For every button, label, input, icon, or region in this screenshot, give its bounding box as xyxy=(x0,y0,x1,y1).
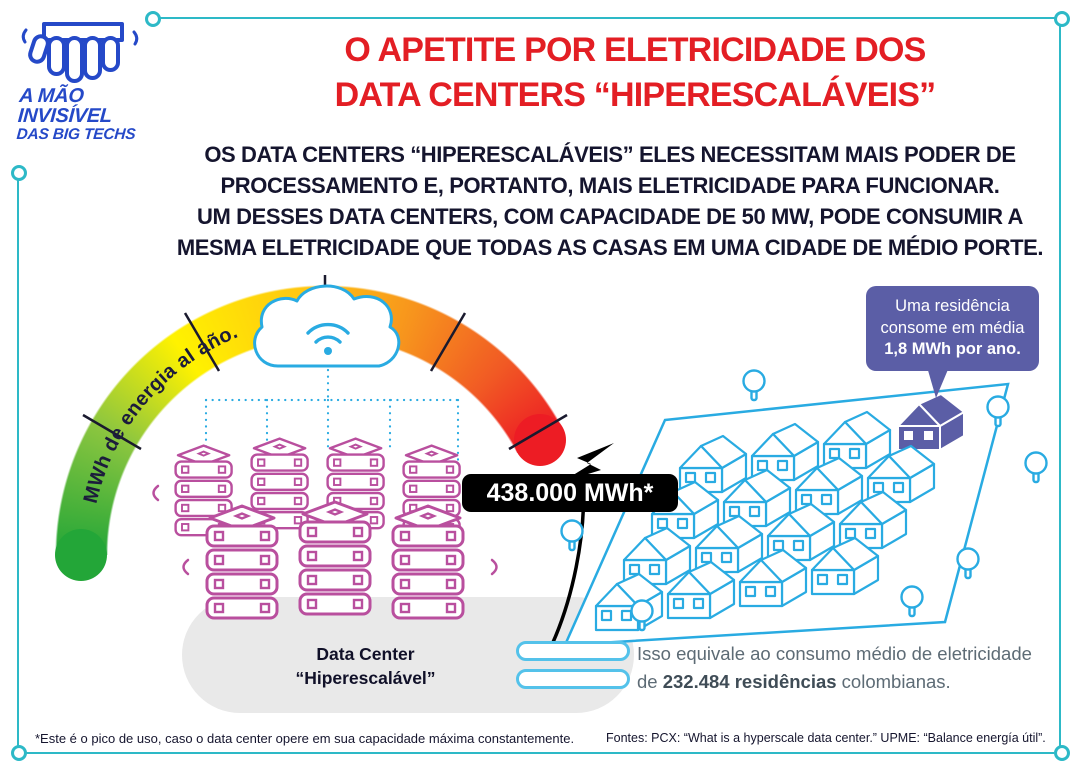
equals-icon xyxy=(516,641,632,691)
value-badge: 438.000 MWh* xyxy=(462,474,678,512)
tree-icon xyxy=(742,369,766,402)
intro-line: UM DESSES DATA CENTERS, COM CAPACIDADE D… xyxy=(197,204,1023,229)
footnote-left: *Este é o pico de uso, caso o data cente… xyxy=(35,731,575,746)
equals-bar xyxy=(516,641,630,661)
wifi-icon xyxy=(306,322,350,355)
page-title: O APETITE POR ELETRICIDADE DOS DATA CENT… xyxy=(170,28,1080,118)
page-title-line1: O APETITE POR ELETRICIDADE DOS xyxy=(344,31,926,69)
city-illustration xyxy=(560,369,1048,647)
frame-line-left xyxy=(17,178,19,746)
bubble-line2: consome em média xyxy=(880,318,1025,337)
frame-line-bottom xyxy=(24,752,1054,754)
equivalence-text: Isso equivale ao consumo médio de eletri… xyxy=(637,640,1067,696)
corner-dot-icon xyxy=(1054,11,1070,27)
bubble-line1: Uma residência xyxy=(895,297,1010,315)
equivalence-suffix: colombianas. xyxy=(836,671,951,692)
footnote-right: Fontes: PCX: “What is a hyperscale data … xyxy=(606,731,1046,745)
datacenter-label-line2: “Hiperescalável” xyxy=(295,668,436,688)
corner-dot-icon xyxy=(11,165,27,181)
corner-dot-icon xyxy=(1054,745,1070,761)
equivalence-prefix: de xyxy=(637,671,663,692)
tree-icon xyxy=(956,547,980,580)
gauge-start-cap xyxy=(55,529,107,581)
data-stream-lines xyxy=(204,368,460,468)
invisible-hand-icon xyxy=(21,22,139,83)
cloud-icon xyxy=(253,284,401,368)
datacenter-label: Data Center “Hiperescalável” xyxy=(268,642,463,690)
equivalence-figure: 232.484 residências xyxy=(662,671,837,692)
frame-line-top xyxy=(159,17,1055,19)
frame-line-right xyxy=(1059,23,1061,746)
tree-icon xyxy=(1024,451,1048,484)
speech-bubble: Uma residência consome em média 1,8 MWh … xyxy=(866,286,1039,371)
intro-line: MESMA ELETRICIDADE QUE TODAS AS CASAS EM… xyxy=(176,235,1044,260)
intro-line: PROCESSAMENTO E, PORTANTO, MAIS ELETRICI… xyxy=(220,173,1000,198)
page-title-line2: DATA CENTERS “HIPERESCALÁVEIS” xyxy=(334,76,936,114)
intro-line: OS DATA CENTERS “HIPERESCALÁVEIS” ELES N… xyxy=(204,142,1016,167)
datacenter-label-line1: Data Center xyxy=(316,644,415,664)
corner-dot-icon xyxy=(145,11,161,27)
corner-dot-icon xyxy=(11,745,27,761)
brand-logo: A MÃO INVISÍVEL DAS BIG TECHS xyxy=(8,20,160,143)
intro-paragraph: OS DATA CENTERS “HIPERESCALÁVEIS” ELES N… xyxy=(110,139,1080,263)
bubble-value: 1,8 MWh por ano. xyxy=(884,340,1021,358)
server-cluster xyxy=(152,437,498,620)
equals-bar xyxy=(516,669,630,689)
equivalence-line1: Isso equivale ao consumo médio de eletri… xyxy=(637,643,1032,664)
